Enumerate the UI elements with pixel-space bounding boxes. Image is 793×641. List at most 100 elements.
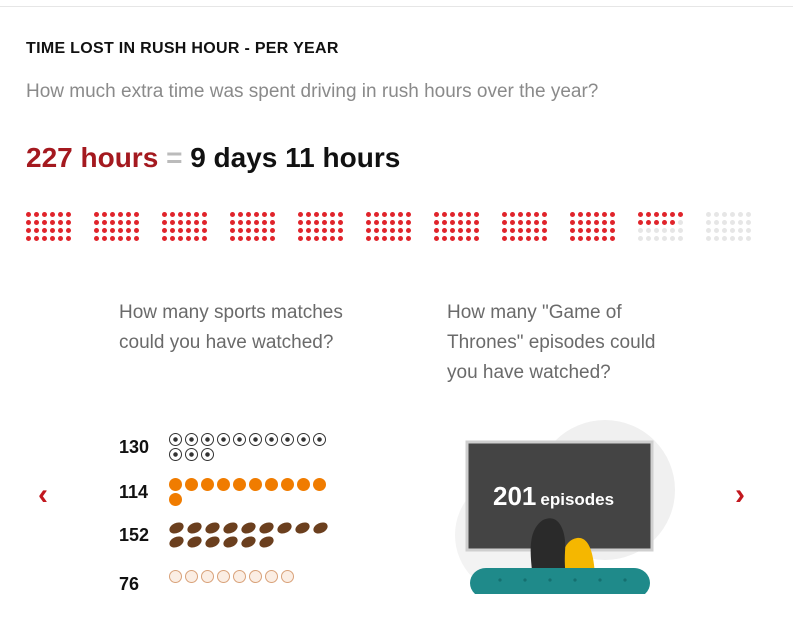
hour-dot [662,228,667,233]
hour-dot [374,220,379,225]
hour-dot [662,220,667,225]
hour-dot [314,228,319,233]
hour-dot [34,236,39,241]
basketball-icon [233,478,246,491]
soccer-ball-icon [249,433,262,446]
hour-dot [678,220,683,225]
hour-dot [322,228,327,233]
hour-dot [714,228,719,233]
hour-dot [406,220,411,225]
hour-dot [434,212,439,217]
hour-dot [738,212,743,217]
american-football-icon [203,520,222,536]
hour-dot [654,220,659,225]
tv-illustration: 201 episodes [455,420,675,594]
hour-dot [502,220,507,225]
page-subtitle: How much extra time was spent driving in… [26,81,599,102]
hour-dot [246,236,251,241]
baseball-icon [265,570,278,583]
hour-dot [194,236,199,241]
hour-dot [746,220,751,225]
hour-dot [458,228,463,233]
hour-dot [570,220,575,225]
headline: 227 hours = 9 days 11 hours [26,142,400,174]
basketball-icon [313,478,326,491]
sports-row-value: 130 [119,437,150,457]
hour-dot [730,236,735,241]
hour-dot [602,212,607,217]
hour-dot [646,212,651,217]
hour-dot [298,220,303,225]
hour-dot [162,212,167,217]
hour-dot [434,220,439,225]
hours-total: 227 hours [26,142,159,173]
hour-dot [382,212,387,217]
hour-dot [714,220,719,225]
hour-dot [646,236,651,241]
hour-dot [390,220,395,225]
hour-dot [534,228,539,233]
hour-dot [298,236,303,241]
hour-dot [390,236,395,241]
hour-dot [542,220,547,225]
hour-dot [314,220,319,225]
hour-dot [330,220,335,225]
hour-dot [66,212,71,217]
chevron-left-icon[interactable]: ‹ [38,478,48,511]
hour-dot [638,212,643,217]
hour-dot [110,212,115,217]
soccer-ball-icon [201,433,214,446]
hour-dot [50,220,55,225]
american-football-icon [185,534,204,550]
hour-dot [110,236,115,241]
hour-dot [670,236,675,241]
hour-dot [638,228,643,233]
hour-dot [450,236,455,241]
hour-dot [126,212,131,217]
american-football-icon [275,520,294,536]
hour-dot [434,236,439,241]
hour-dot [534,236,539,241]
hour-dot [458,220,463,225]
hour-dot [466,236,471,241]
chevron-right-icon[interactable]: › [735,478,745,511]
hour-dot [610,220,615,225]
sports-row-value: 152 [119,525,150,545]
hour-dot [270,236,275,241]
american-football-icon [203,534,222,550]
hour-dot [202,212,207,217]
hour-dot [526,228,531,233]
hour-dot [254,220,259,225]
hour-dot [586,212,591,217]
hour-dot [162,220,167,225]
sports-row-icons [169,433,329,461]
hour-dot [706,212,711,217]
hour-dot [646,220,651,225]
soccer-ball-icon [185,433,198,446]
soccer-ball-icon [169,448,182,461]
hour-dot [238,236,243,241]
hour-dot [270,228,275,233]
hour-dot [510,220,515,225]
hour-dot [458,236,463,241]
american-football-icon [311,520,330,536]
hour-dot [602,236,607,241]
hour-dot [322,212,327,217]
hour-dot [466,212,471,217]
basketball-icon [201,478,214,491]
hour-dot [578,228,583,233]
hour-dot [134,220,139,225]
soccer-ball-icon [201,448,214,461]
hour-dot [66,236,71,241]
hour-dot [26,236,31,241]
hour-dot [474,212,479,217]
hour-dot [678,236,683,241]
hour-dot [186,236,191,241]
hour-dot [102,212,107,217]
hour-dot [638,220,643,225]
basketball-icon [169,478,182,491]
hour-dot [398,220,403,225]
hour-dot [594,228,599,233]
hour-dot [118,212,123,217]
hour-dot [646,228,651,233]
